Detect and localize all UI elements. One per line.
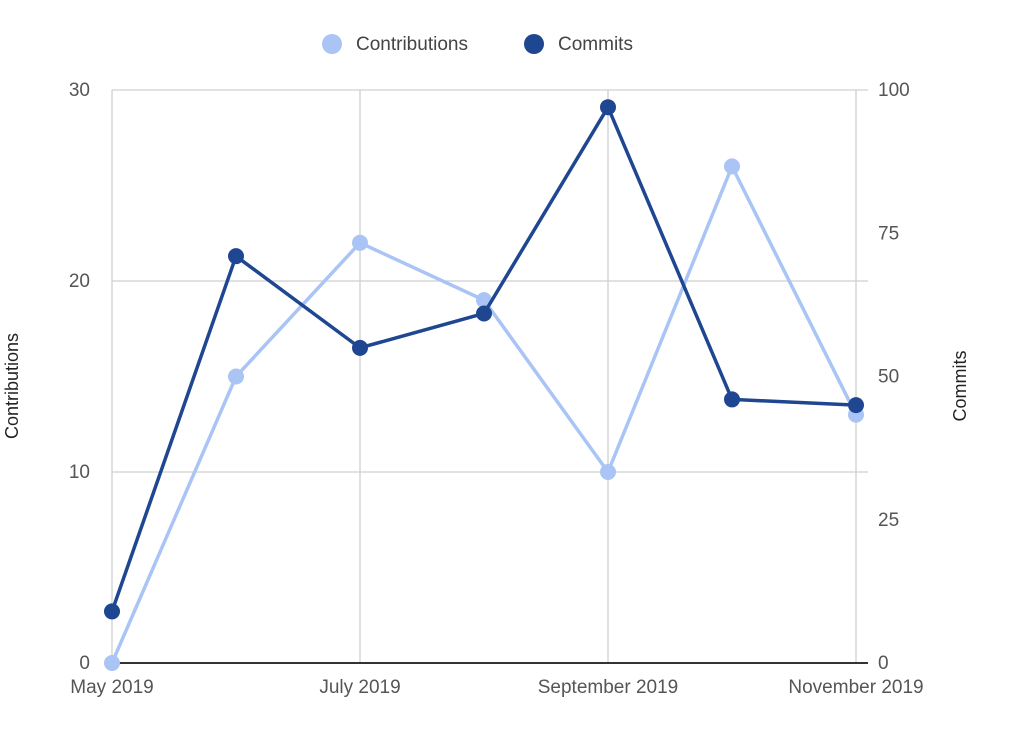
data-point-contributions (228, 368, 244, 385)
data-point-commits (724, 391, 740, 408)
data-point-commits (104, 603, 120, 620)
y-tick-label-left: 20 (69, 271, 90, 292)
data-point-commits (352, 339, 368, 356)
data-point-contributions (104, 655, 120, 671)
legend-marker-commits (524, 34, 544, 54)
y-axis-title-left: Contributions (2, 333, 22, 439)
axes: 0 10 20 30 0 25 50 75 100 May 2019 July 2019 Septem… (69, 80, 924, 698)
legend: Contributions Commits (322, 34, 633, 55)
y-tick-label-left: 30 (69, 80, 90, 101)
x-tick-label: July 2019 (319, 677, 400, 698)
y-tick-label-right: 75 (878, 223, 899, 244)
data-point-commits (228, 248, 244, 265)
y-tick-label-right: 25 (878, 510, 899, 531)
y-axis-title-right: Commits (950, 351, 970, 422)
y-tick-label-right: 100 (878, 80, 910, 101)
data-point-commits (848, 397, 864, 414)
x-tick-label: May 2019 (70, 677, 153, 698)
x-tick-label: November 2019 (788, 677, 923, 698)
legend-marker-contributions (322, 34, 342, 54)
legend-label-commits: Commits (558, 34, 633, 55)
grid-lines (111, 89, 868, 663)
y-tick-label-left: 10 (69, 462, 90, 483)
data-point-contributions (352, 234, 368, 251)
y-tick-label-right: 0 (878, 653, 889, 674)
legend-label-contributions: Contributions (356, 34, 468, 55)
y-tick-label-left: 0 (79, 653, 90, 674)
data-point-contributions (600, 464, 616, 480)
data-point-commits (476, 305, 492, 322)
y-tick-label-right: 50 (878, 367, 899, 388)
data-point-commits (600, 99, 616, 116)
series-lines (104, 99, 864, 671)
data-point-contributions (724, 158, 740, 175)
x-tick-label: September 2019 (538, 677, 679, 698)
series-line-commits (110, 105, 857, 613)
series-line-contributions (110, 164, 858, 664)
